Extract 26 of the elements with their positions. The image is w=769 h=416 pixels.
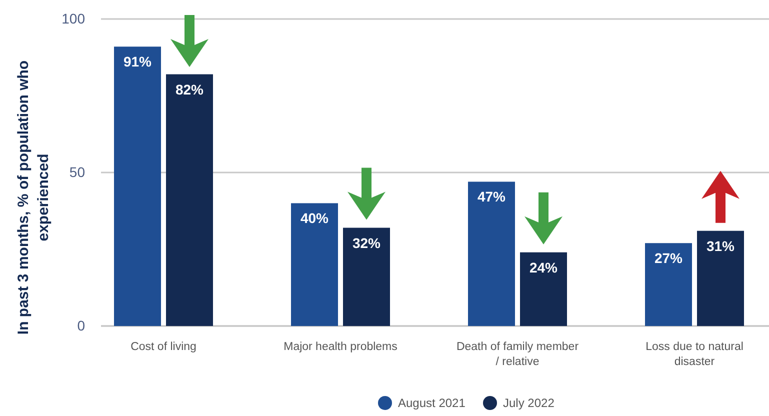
- data-label: 47%: [477, 188, 506, 205]
- data-label: 91%: [123, 54, 152, 70]
- bar: [166, 74, 213, 326]
- x-tick-label: Major health problems: [284, 341, 398, 353]
- y-axis-title: In past 3 months, % of population who experienced: [15, 60, 52, 335]
- bar: [114, 46, 161, 326]
- data-label: 31%: [706, 238, 736, 254]
- bar: [697, 230, 744, 326]
- legend-label: August 2021: [398, 396, 466, 410]
- bar: [520, 252, 567, 326]
- legend-label: July 2022: [503, 396, 555, 410]
- data-label: 24%: [529, 259, 558, 276]
- x-tick-label: Death of family member / relative: [456, 341, 579, 368]
- y-tick-label: 50: [69, 164, 86, 180]
- x-tick-label: Loss due to natural disaster: [646, 341, 744, 368]
- data-label: 32%: [352, 234, 382, 251]
- bar: [343, 228, 390, 326]
- bar: [468, 182, 515, 326]
- data-label: 82%: [175, 81, 204, 98]
- y-tick-label: 0: [77, 317, 86, 334]
- bar: [291, 203, 338, 326]
- data-label: 27%: [654, 250, 684, 266]
- data-label: 40%: [300, 210, 330, 226]
- x-tick-label: Cost of living: [130, 341, 196, 353]
- bar: [645, 243, 692, 326]
- y-tick-label: 100: [62, 10, 86, 26]
